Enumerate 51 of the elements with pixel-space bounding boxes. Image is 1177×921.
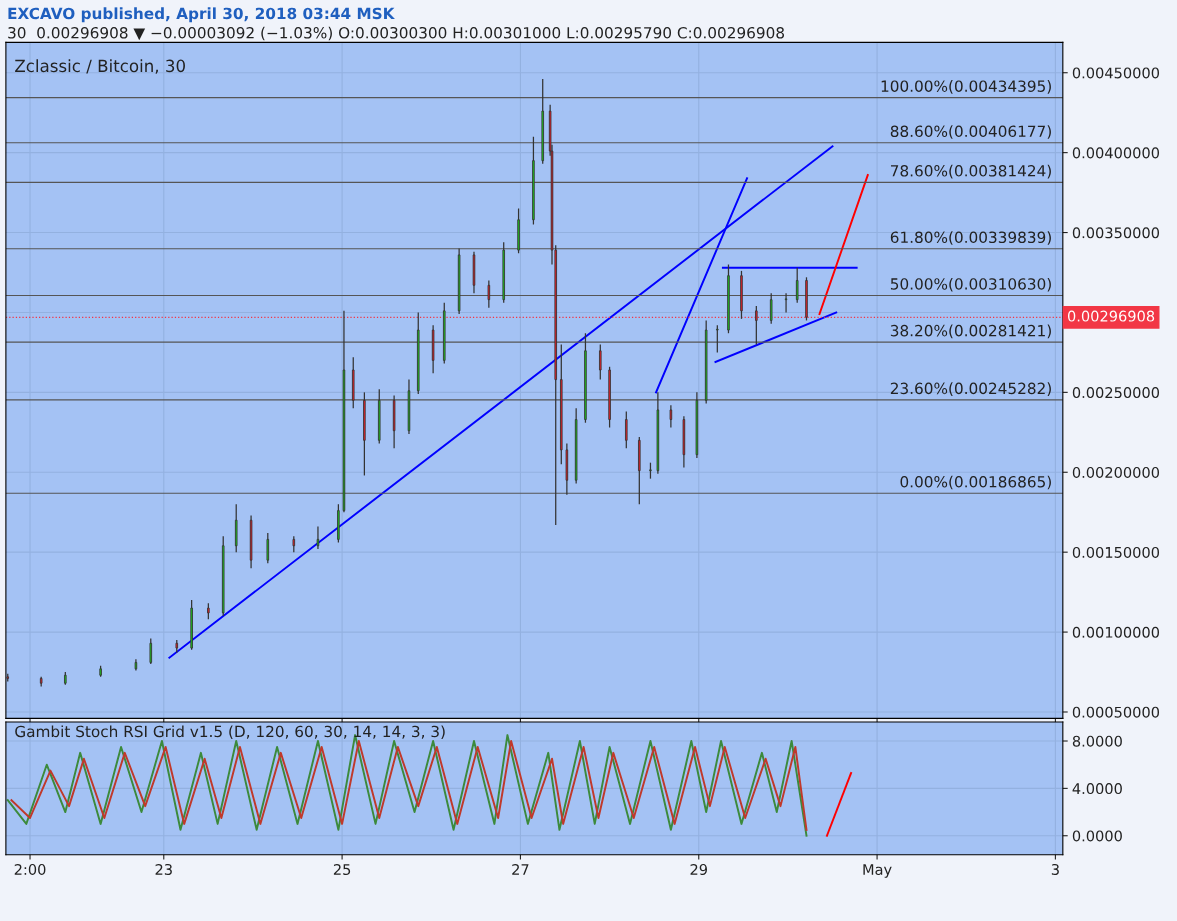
candlestick [532,136,535,226]
ref-line-label: 50.00%(0.00310630) [890,277,1051,292]
y-tick-label: 8.0000 [1072,735,1122,747]
candlestick [625,410,628,449]
candlestick [755,305,758,346]
text: Zclassic / Bitcoin, 30 [15,59,185,74]
x-tick-label: 25 [333,863,351,875]
candlestick [805,276,808,322]
y-tick-label: 0.00200000 [1072,466,1160,479]
chart-title: Gambit Stoch RSI Grid v1.5 (D, 120, 60, 30, 14, 14, 3, 3) [15,725,445,739]
candlestick [740,270,743,320]
candlestick [517,207,520,254]
y-tick-label: 0.00050000 [1072,706,1160,718]
ref-line-label: 38.20%(0.00281421) [890,324,1051,339]
candlestick [669,404,673,429]
candlestick [795,267,799,304]
y-tick-label: 0.00250000 [1072,387,1160,399]
candlestick [266,532,270,564]
text: EXCAVO published, April 30, 2018 03:44 MSK [8,7,395,23]
candlestick [784,292,788,314]
candlestick [316,525,320,550]
candlestick [608,366,611,429]
y-tick-label: 0.00400000 [1072,147,1160,159]
ref-line-label: 23.60%(0.00245282) [890,382,1051,396]
ref-line-label: 78.60%(0.00381424) [891,164,1051,179]
y-tick-label: 0.00450000 [1072,67,1160,79]
candlestick [716,324,719,354]
candlestick [487,279,491,309]
x-tick-label: 3 [1051,863,1059,875]
x-tick-label: May [863,864,892,878]
ref-line-label: 100.00%(0.00434395) [881,80,1051,94]
ref-line-label: 0.00%(0.00186865) [900,475,1051,490]
ref-line-label: 88.60%(0.00406177) [890,125,1051,139]
text: 30 0.00296908 ▼ −0.00003092 (−1.03%) O:0.00300300 H:0.00301000 L:0.00295790 C:0.00296908 [8,26,785,41]
ref-line-label: 0.00296908 [1067,310,1155,322]
y-tick-label: 0.00100000 [1072,626,1160,638]
y-tick-label: 0.00150000 [1072,546,1160,558]
ref-line-label: 61.80%(0.00339839) [890,231,1051,245]
y-tick-label: 0.00350000 [1072,227,1160,239]
y-tick-label: 0.0000 [1072,830,1122,842]
candlestick [599,343,602,381]
candlestick [149,637,153,665]
candlestick [649,462,652,480]
x-tick-label: 23 [155,863,172,875]
x-tick-label: 29 [690,863,707,875]
candlestick [727,263,730,334]
candlestick [584,332,587,424]
y-tick-label: 4.0000 [1072,783,1122,795]
candlestick [769,292,773,325]
x-tick-label: 27 [512,863,529,875]
x-tick-label: 2:00 [14,863,46,875]
